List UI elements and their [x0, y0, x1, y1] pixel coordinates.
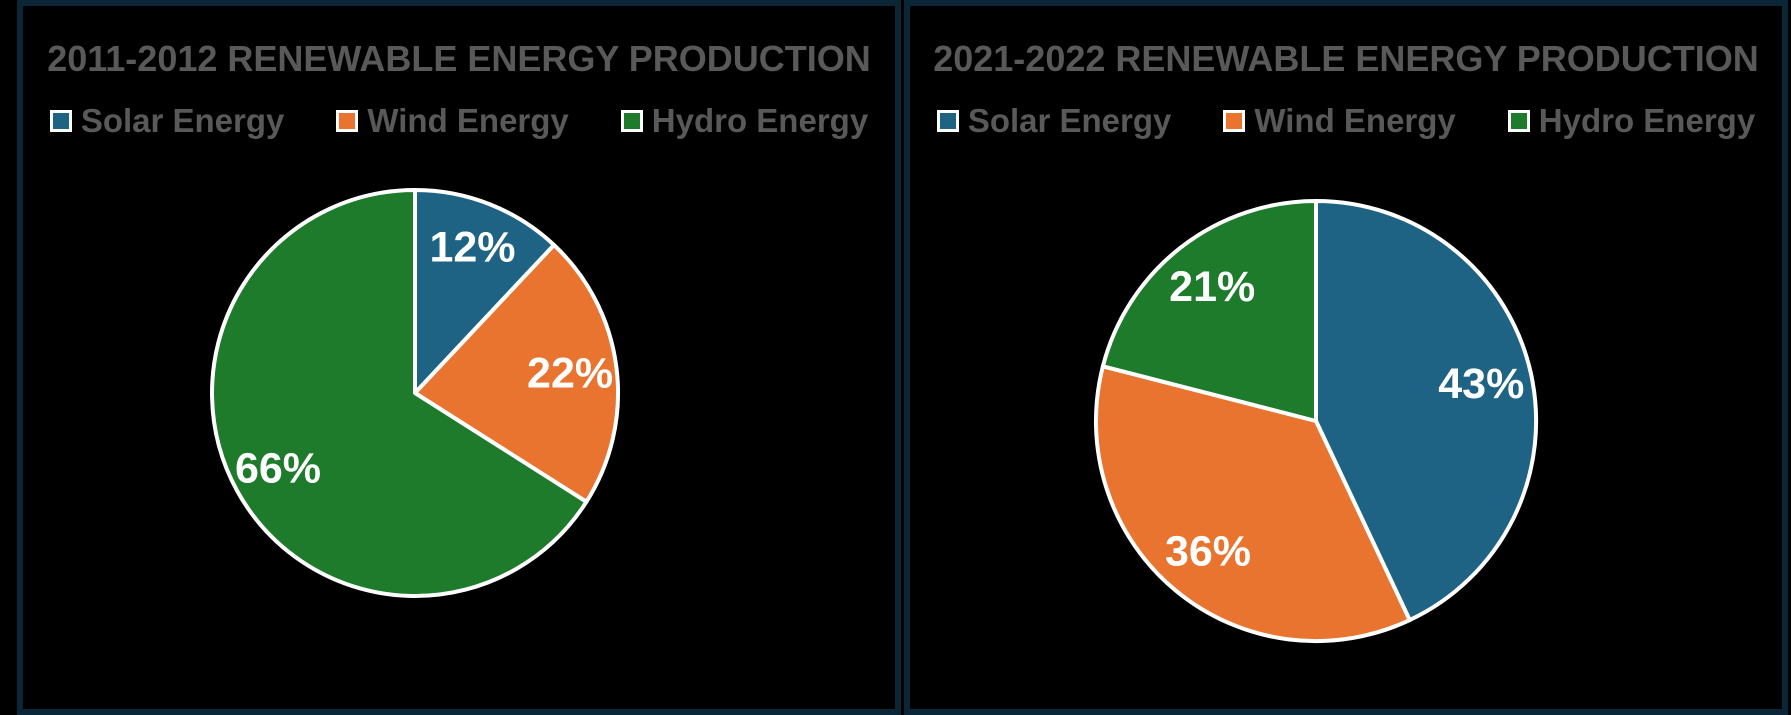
legend-label: Wind Energy — [1254, 102, 1456, 139]
pie-slice-solar-energy — [413, 188, 556, 395]
pie-slice-wind-energy — [1094, 364, 1412, 644]
legend-item-wind: Wind Energy — [1223, 102, 1456, 140]
pie-slice-label: 66% — [235, 444, 321, 492]
legend-swatch-solar-icon — [49, 110, 72, 132]
chart-title: 2011-2012 RENEWABLE ENERGY PRODUCTION — [47, 38, 871, 79]
legend: Solar Energy Wind Energy Hydro Energy — [23, 102, 895, 140]
pie-chart: 43% 36% 21% — [1094, 199, 1539, 644]
legend-swatch-hydro-icon — [1507, 110, 1530, 132]
legend-item-hydro: Hydro Energy — [620, 102, 869, 140]
legend-item-wind: Wind Energy — [336, 102, 569, 140]
legend-label: Hydro Energy — [651, 102, 869, 139]
legend-item-solar: Solar Energy — [49, 102, 285, 140]
chart-panel-2011-2012: 2011-2012 RENEWABLE ENERGY PRODUCTION So… — [17, 0, 901, 715]
legend-swatch-solar-icon — [936, 110, 959, 132]
pie-chart: 12% 22% 66% — [210, 188, 621, 598]
legend-label: Solar Energy — [967, 102, 1172, 139]
pie-slice-solar-energy — [1314, 199, 1539, 623]
legend-swatch-wind-icon — [336, 110, 359, 132]
legend: Solar Energy Wind Energy Hydro Energy — [910, 102, 1782, 140]
legend-item-solar: Solar Energy — [936, 102, 1172, 140]
legend-label: Hydro Energy — [1538, 102, 1756, 139]
pie-slice-label: 22% — [527, 349, 613, 397]
chart-title: 2021-2022 RENEWABLE ENERGY PRODUCTION — [933, 38, 1759, 79]
legend-item-hydro: Hydro Energy — [1507, 102, 1756, 140]
legend-swatch-wind-icon — [1223, 110, 1246, 132]
legend-label: Wind Energy — [367, 102, 569, 139]
pie-slice-label: 43% — [1438, 360, 1524, 408]
legend-swatch-hydro-icon — [620, 110, 643, 132]
pie-slice-hydro-energy — [1100, 199, 1318, 423]
pie-slice-label: 12% — [429, 224, 515, 272]
pie-slice-label: 36% — [1165, 528, 1251, 576]
pie-slice-label: 21% — [1169, 263, 1255, 311]
chart-panel-2021-2022: 2021-2022 RENEWABLE ENERGY PRODUCTION So… — [904, 0, 1788, 715]
pie-slice-wind-energy — [413, 243, 621, 504]
legend-label: Solar Energy — [80, 102, 285, 139]
pie-slice-hydro-energy — [210, 188, 589, 598]
